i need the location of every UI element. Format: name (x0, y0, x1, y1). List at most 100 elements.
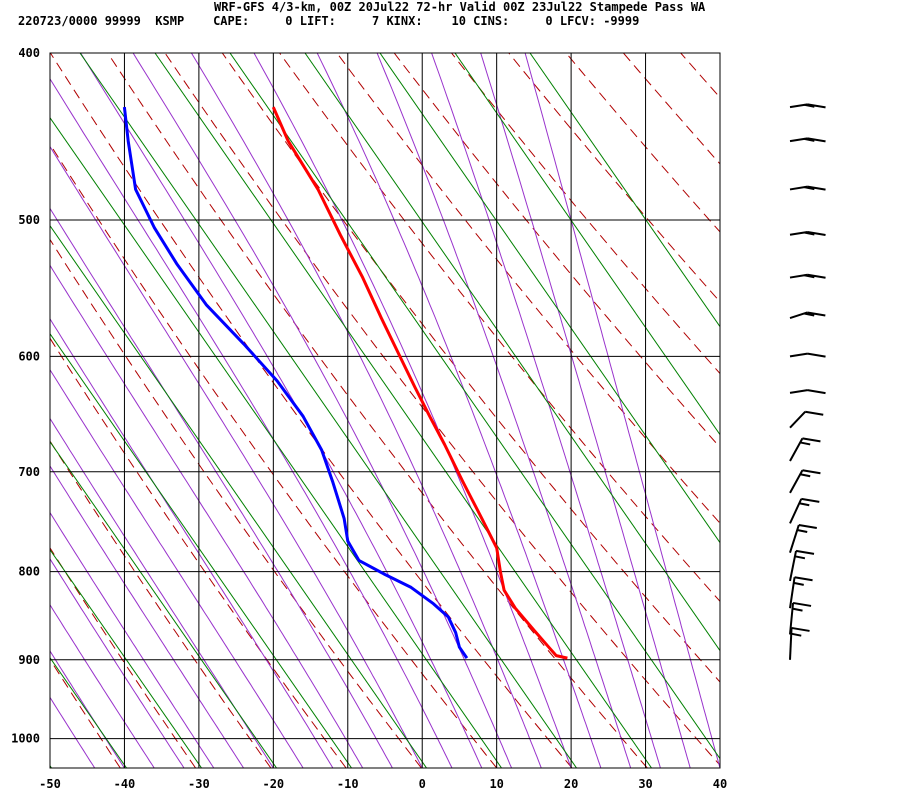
temperature-profile (271, 106, 568, 660)
chart-title: WRF-GFS 4/3-km, 00Z 20Jul22 72-hr Valid … (214, 0, 706, 14)
barb-half-flag (793, 581, 804, 586)
dry-adiabat (738, 53, 900, 768)
moist-adiabat (50, 368, 304, 768)
wind-barb (789, 352, 826, 358)
dewpoint-profile (122, 106, 469, 659)
x-tick-label: 30 (638, 777, 652, 791)
y-tick-label: 800 (18, 565, 40, 579)
moist-adiabat (50, 77, 453, 768)
dry-adiabat (50, 53, 573, 768)
barb-flag (807, 137, 826, 143)
moist-adiabat (50, 145, 423, 768)
mixing-ratio-line (304, 53, 720, 652)
barb-flag (807, 231, 826, 236)
wind-barb (789, 497, 820, 524)
dry-adiabat (336, 53, 720, 524)
dry-adiabat (623, 53, 720, 165)
moist-adiabat (190, 53, 542, 768)
y-tick-label: 500 (18, 213, 40, 227)
mixing-ratio-line (50, 548, 203, 768)
wind-barb (789, 231, 826, 236)
barb-flag (807, 389, 826, 395)
barb-half-flag (800, 441, 811, 446)
barb-staff (789, 352, 808, 358)
barb-half-flag (804, 137, 815, 142)
wind-barb (789, 273, 826, 279)
x-tick-label: -20 (262, 777, 284, 791)
dry-adiabat (107, 53, 648, 768)
moist-adiabat (50, 465, 245, 768)
mixing-ratio-line (379, 53, 720, 544)
profile-series (122, 106, 568, 660)
barb-half-flag (804, 186, 815, 191)
dry-adiabat (393, 53, 720, 449)
dry-adiabat (279, 53, 720, 603)
barb-flag (791, 626, 810, 632)
plot-frame (49, 52, 721, 769)
dry-adiabat (50, 143, 498, 768)
wind-barb (789, 437, 821, 462)
dry-adiabat (680, 53, 720, 99)
dry-adiabat (50, 238, 422, 768)
barb-staff (789, 627, 793, 660)
dry-adiabat (451, 53, 720, 375)
barb-flag (807, 185, 826, 191)
sounding-stats: 220723/0000 99999 KSMP CAPE: 0 LIFT: 7 K… (18, 14, 640, 28)
moist-adiabat (50, 696, 96, 768)
barb-half-flag (804, 103, 815, 108)
x-tick-label: -30 (188, 777, 210, 791)
wind-barb (789, 185, 826, 191)
y-tick-label: 1000 (11, 732, 40, 746)
barb-half-flag (804, 231, 815, 236)
moist-adiabat (524, 53, 720, 768)
moist-adiabat (50, 511, 215, 768)
moist-adiabat (50, 557, 185, 768)
mixing-ratio-line (229, 53, 720, 760)
wind-barb (789, 469, 821, 494)
barb-half-flag (797, 529, 808, 533)
moist-adiabat (50, 264, 364, 768)
barb-staff (789, 411, 806, 429)
barb-flag (807, 311, 826, 317)
moist-adiabat (431, 53, 661, 768)
moist-adiabat (480, 53, 691, 768)
dry-adiabat (50, 440, 272, 768)
barb-half-flag (791, 632, 802, 637)
wind-barb (789, 549, 815, 582)
moist-adiabat (50, 417, 274, 768)
wind-barb (789, 626, 810, 660)
y-tick-label: 900 (18, 653, 40, 667)
dry-adiabat (795, 53, 900, 768)
barb-half-flag (792, 607, 803, 612)
barb-staff (789, 389, 808, 394)
mixing-ratio-line (454, 53, 720, 436)
wind-barb (789, 103, 826, 109)
mixing-ratio-line (529, 53, 720, 328)
x-tick-labels: -50 -40 -30 -20 -10 0 10 20 30 40 (39, 777, 727, 791)
dry-adiabat (508, 53, 720, 303)
mixing-ratio-line (50, 116, 503, 768)
barb-half-flag (794, 555, 806, 560)
moist-adiabat (50, 603, 155, 768)
barb-half-flag (804, 312, 815, 317)
moist-adiabat (80, 53, 483, 768)
x-tick-label: -10 (337, 777, 359, 791)
mixing-ratio-line (50, 332, 353, 768)
mixing-ratio-line (50, 224, 428, 768)
barb-flag (801, 497, 820, 503)
wind-barb (789, 389, 826, 395)
barb-flag (807, 352, 826, 358)
moist-adiabat (376, 53, 632, 768)
moist-adiabat (316, 53, 602, 768)
y-tick-label: 600 (18, 349, 40, 363)
wind-barbs (789, 103, 826, 660)
moist-adiabat (253, 53, 572, 768)
barb-flag (798, 524, 817, 530)
y-tick-label: 400 (18, 46, 40, 60)
x-tick-label: 40 (713, 777, 727, 791)
x-tick-label: 20 (564, 777, 578, 791)
x-tick-label: 0 (419, 777, 426, 791)
background-lines (50, 53, 900, 768)
wind-barb (789, 410, 824, 429)
